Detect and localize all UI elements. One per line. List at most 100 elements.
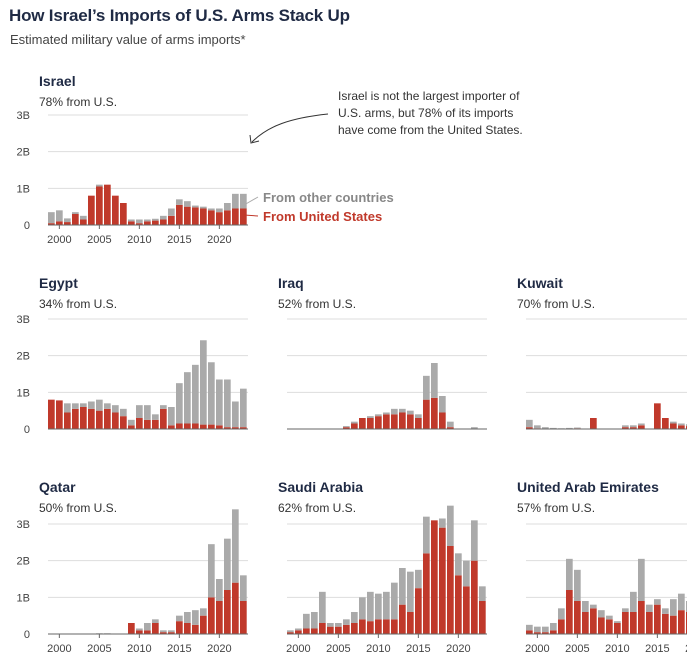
qatar-bar-us-2018 (200, 615, 207, 634)
united-arab-emirates-bar-us-2011 (622, 612, 629, 634)
israel-bar-other-2022 (232, 193, 239, 209)
united-arab-emirates-bar-other-2008 (598, 610, 605, 618)
united-arab-emirates-bar-us-2018 (678, 610, 685, 634)
israel-bar-us-1999 (48, 223, 55, 225)
saudi-arabia-bar-us-2006 (343, 624, 350, 634)
saudi-arabia-x-tick-label: 2000 (286, 643, 310, 655)
iraq-bar-other-2015 (415, 414, 422, 418)
kuwait-bar-us-2013 (638, 425, 645, 429)
united-arab-emirates-bar-us-1999 (526, 630, 533, 634)
united-arab-emirates-bar-other-2014 (646, 604, 653, 612)
united-arab-emirates-bar-us-2013 (638, 601, 645, 634)
iraq-bar-us-2009 (367, 418, 374, 429)
israel-bar-us-2005 (96, 186, 103, 225)
saudi-arabia-bar-other-2023 (479, 586, 486, 601)
qatar-bar-other-2010 (136, 628, 143, 631)
egypt-bar-other-2008 (120, 408, 127, 417)
page-subtitle: Estimated military value of arms imports… (10, 32, 246, 47)
egypt-bar-other-2022 (232, 401, 239, 428)
united-arab-emirates-bar-us-2014 (646, 612, 653, 634)
qatar-bar-other-2012 (152, 619, 159, 623)
egypt-bar-us-2021 (224, 427, 231, 429)
saudi-arabia-bar-other-2022 (471, 520, 478, 561)
iraq-bar-other-2018 (439, 396, 446, 413)
israel-bar-us-2002 (72, 214, 79, 225)
annotation-arrow (251, 113, 329, 143)
united-arab-emirates-bar-other-2015 (654, 599, 661, 605)
qatar-bar-us-2023 (240, 601, 247, 634)
qatar-bar-us-2021 (224, 590, 231, 634)
israel-bar-us-2009 (128, 221, 135, 225)
israel-bar-other-2005 (96, 184, 103, 187)
saudi-arabia-bar-other-2009 (367, 591, 374, 622)
israel-y-tick-label: 2B (17, 147, 30, 159)
saudi-arabia-bar-us-2014 (407, 612, 414, 634)
qatar-bar-us-2020 (216, 601, 223, 634)
kuwait-bar-us-2018 (678, 425, 685, 429)
saudi-arabia-bar-us-2015 (415, 588, 422, 634)
egypt-bar-other-2023 (240, 388, 247, 428)
egypt-bar-other-2007 (112, 405, 119, 413)
israel-bar-other-2001 (64, 218, 71, 223)
united-arab-emirates-bar-other-2012 (630, 591, 637, 612)
saudi-arabia-bar-other-2005 (335, 623, 342, 627)
egypt-bar-us-2011 (144, 419, 151, 429)
qatar-bar-us-2013 (160, 632, 167, 634)
israel-bar-other-2013 (160, 215, 167, 220)
saudi-arabia-bar-us-2022 (471, 560, 478, 634)
israel-x-tick-label: 2015 (167, 234, 191, 246)
united-arab-emirates-x-tick-label: 2005 (565, 643, 589, 655)
saudi-arabia-bar-us-2021 (463, 586, 470, 634)
iraq-bar-other-2007 (351, 421, 358, 424)
united-arab-emirates-bar-us-2009 (606, 619, 613, 634)
iraq-share-label: 52% from U.S. (278, 297, 356, 311)
israel-chart-title: Israel (39, 73, 76, 89)
israel-bar-other-2021 (224, 203, 231, 211)
egypt-bar-other-2011 (144, 405, 151, 420)
saudi-arabia-bar-other-2008 (359, 597, 366, 620)
egypt-bar-other-2005 (96, 399, 103, 411)
qatar-x-tick-label: 2005 (87, 643, 111, 655)
israel-bar-us-2004 (88, 195, 95, 225)
egypt-bar-us-2017 (192, 423, 199, 429)
egypt-bar-other-2010 (136, 405, 143, 418)
iraq-bar-other-2013 (399, 408, 406, 413)
kuwait-bar-us-1999 (526, 427, 533, 429)
united-arab-emirates-bar-other-2004 (566, 558, 573, 590)
united-arab-emirates-bar-other-2000 (534, 626, 541, 633)
united-arab-emirates-x-tick-label: 2015 (645, 643, 669, 655)
united-arab-emirates-bar-other-2002 (550, 623, 557, 631)
united-arab-emirates-bar-other-2017 (670, 599, 677, 616)
israel-bar-us-2006 (104, 184, 111, 225)
egypt-bar-us-2012 (152, 419, 159, 429)
united-arab-emirates-bar-other-2013 (638, 558, 645, 601)
kuwait-bar-us-2011 (622, 427, 629, 429)
saudi-arabia-bar-other-2000 (295, 628, 302, 631)
united-arab-emirates-bar-us-2012 (630, 612, 637, 634)
egypt-bar-other-2009 (128, 419, 135, 426)
kuwait-bar-other-2000 (534, 425, 541, 429)
united-arab-emirates-bar-us-2008 (598, 617, 605, 634)
kuwait-bar-other-2013 (638, 423, 645, 426)
egypt-bar-us-2001 (64, 412, 71, 429)
qatar-bar-us-2011 (144, 630, 151, 634)
qatar-bar-other-2018 (200, 608, 207, 616)
qatar-y-tick-label: 1B (17, 592, 30, 604)
israel-bar-us-2021 (224, 210, 231, 225)
israel-y-tick-label: 0 (24, 220, 30, 232)
qatar-x-tick-label: 2020 (207, 643, 231, 655)
saudi-arabia-x-tick-label: 2005 (326, 643, 350, 655)
israel-bar-other-2009 (128, 219, 135, 222)
saudi-arabia-bar-other-2001 (303, 613, 310, 629)
egypt-bar-other-2004 (88, 401, 95, 409)
egypt-bar-us-2023 (240, 427, 247, 429)
annotation-arrow-head (249, 134, 260, 144)
saudi-arabia-bar-us-2008 (359, 619, 366, 634)
israel-bar-us-2018 (200, 208, 207, 225)
kuwait-bar-other-2002 (550, 427, 557, 429)
qatar-bar-other-2017 (192, 610, 199, 625)
egypt-bar-us-2003 (80, 407, 87, 429)
saudi-arabia-bar-us-2001 (303, 628, 310, 634)
qatar-bar-other-2019 (208, 544, 215, 598)
